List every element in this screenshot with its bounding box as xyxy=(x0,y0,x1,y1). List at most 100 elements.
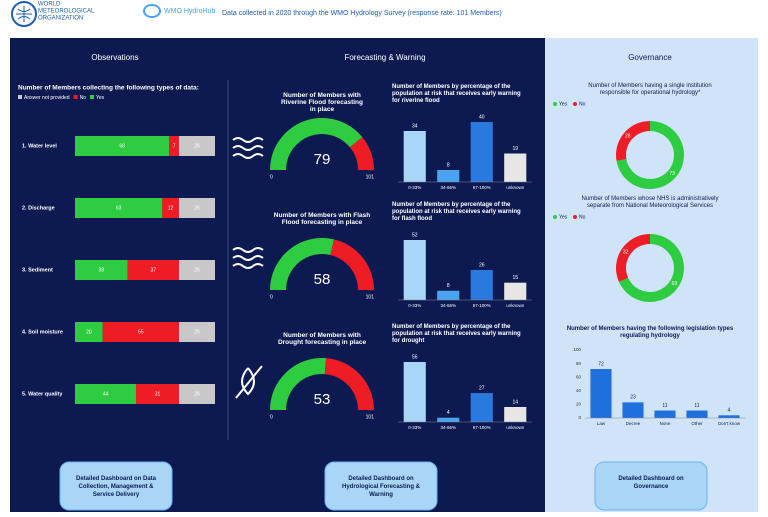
data-label: 4 xyxy=(728,408,731,414)
gauge-value xyxy=(270,238,335,290)
bar-segment xyxy=(178,322,215,342)
data-label: 38 xyxy=(99,267,105,273)
legend-swatch xyxy=(18,95,22,99)
hub-logo xyxy=(143,4,161,18)
dashboard-button[interactable] xyxy=(594,461,708,511)
data-label: 4 xyxy=(447,410,450,416)
data-label: 14 xyxy=(512,399,518,405)
bar xyxy=(437,290,460,300)
chart-title: Number of Members with Drought forecastin… xyxy=(278,332,367,346)
donut-segment xyxy=(618,234,684,302)
data-label: 32 xyxy=(623,250,629,256)
data-label: 56 xyxy=(412,354,418,360)
gauge-value-label: 58 xyxy=(314,271,331,288)
legend-swatch xyxy=(573,102,577,106)
bar xyxy=(504,153,527,182)
bar xyxy=(654,410,676,418)
y-tick-label: 40 xyxy=(576,388,582,393)
x-tick-label: 34-66% xyxy=(440,185,456,190)
bar xyxy=(437,170,460,182)
legend-label: Answer not provided xyxy=(24,95,70,101)
dashboard-button-label[interactable]: Detailed Dashboard on Data Collection, Ma… xyxy=(76,476,157,498)
donut-segment xyxy=(616,121,685,189)
category-label: 3. Sediment xyxy=(22,267,53,273)
governance-panel xyxy=(545,38,758,512)
data-label: 26 xyxy=(194,143,200,149)
legend-swatch xyxy=(573,215,577,219)
bar-segment xyxy=(178,136,215,156)
gauge-value-label: 79 xyxy=(314,151,331,168)
data-label: 7 xyxy=(173,143,176,149)
bar-segment xyxy=(75,136,170,156)
data-label: 20 xyxy=(86,329,92,335)
data-label: 12 xyxy=(168,205,174,211)
data-label: 26 xyxy=(194,329,200,335)
data-label: 40 xyxy=(479,114,485,120)
data-label: 31 xyxy=(155,391,161,397)
gauge-max: 101 xyxy=(366,174,375,180)
x-tick-label: None xyxy=(660,421,671,426)
bar-segment xyxy=(127,260,179,280)
bar xyxy=(504,407,527,422)
bar-segment xyxy=(75,198,163,218)
x-tick-label: Law xyxy=(597,421,606,426)
chart-title: Number of Members whose NHS is administr… xyxy=(581,196,718,209)
data-label: 28 xyxy=(625,134,631,140)
category-label: 5. Water quality xyxy=(22,391,63,397)
section-title: Governance xyxy=(628,53,672,62)
data-label: 19 xyxy=(512,146,518,152)
data-label: 11 xyxy=(662,403,667,409)
bar-segment xyxy=(169,136,179,156)
x-tick-label: unknown xyxy=(506,185,525,190)
gauge-value-label: 53 xyxy=(314,391,331,408)
y-tick-label: 20 xyxy=(576,402,582,407)
bar xyxy=(718,415,740,418)
donut-segment xyxy=(616,234,650,282)
y-tick-label: 0 xyxy=(578,415,581,420)
gauge-min: 0 xyxy=(270,294,273,300)
y-tick-label: 100 xyxy=(573,347,581,352)
dashboard-button[interactable] xyxy=(324,461,438,511)
bar xyxy=(470,122,493,182)
legend-swatch xyxy=(553,215,557,219)
bar xyxy=(403,131,426,182)
dashboard-button-label[interactable]: Detailed Dashboard on Governance xyxy=(618,476,684,490)
y-tick-label: 80 xyxy=(576,361,582,366)
hub-name: WMO HydroHub xyxy=(164,8,215,15)
bar-segment xyxy=(75,322,103,342)
y-tick-label: 60 xyxy=(576,374,582,379)
legend-swatch xyxy=(73,95,78,99)
chart-title: Number of Members with Riverine Flood for… xyxy=(281,92,363,113)
dashboard-button[interactable] xyxy=(59,461,173,511)
gauge-value xyxy=(270,118,363,170)
data-label: 34 xyxy=(412,123,418,129)
legend-label: No xyxy=(579,214,586,220)
data-label: 8 xyxy=(447,283,450,289)
bar xyxy=(686,410,708,418)
header-note: Data collected in 2020 through the WMO H… xyxy=(222,10,502,17)
donut-segment xyxy=(616,121,650,161)
x-tick-label: 0-33% xyxy=(408,303,421,308)
data-label: 55 xyxy=(138,329,144,335)
dashboard-button-label[interactable]: Detailed Dashboard on Hydrological Foreca… xyxy=(342,476,421,498)
legend-label: Yes xyxy=(559,214,568,220)
wmo-logo xyxy=(11,1,37,27)
data-label: 27 xyxy=(479,385,485,391)
legend-label: No xyxy=(80,95,87,101)
chart-title: Number of Members by percentage of the po… xyxy=(392,202,521,222)
gauge-rest xyxy=(330,239,374,290)
x-tick-label: unknown xyxy=(506,425,525,430)
category-label: 4. Soil moisture xyxy=(22,329,63,335)
org-name: ORGANIZATION xyxy=(38,16,83,22)
data-label: 72 xyxy=(598,361,604,367)
org-name: METEOROLOGICAL xyxy=(38,9,95,15)
chart-title: Number of Members having a single instit… xyxy=(588,83,711,96)
legend-swatch xyxy=(553,102,557,106)
bar-segment xyxy=(75,260,128,280)
bar-segment xyxy=(162,198,179,218)
legend-label: Yes xyxy=(96,95,105,101)
data-label: 37 xyxy=(151,267,157,273)
gauge-min: 0 xyxy=(270,174,273,180)
x-tick-label: 67-100% xyxy=(473,303,491,308)
